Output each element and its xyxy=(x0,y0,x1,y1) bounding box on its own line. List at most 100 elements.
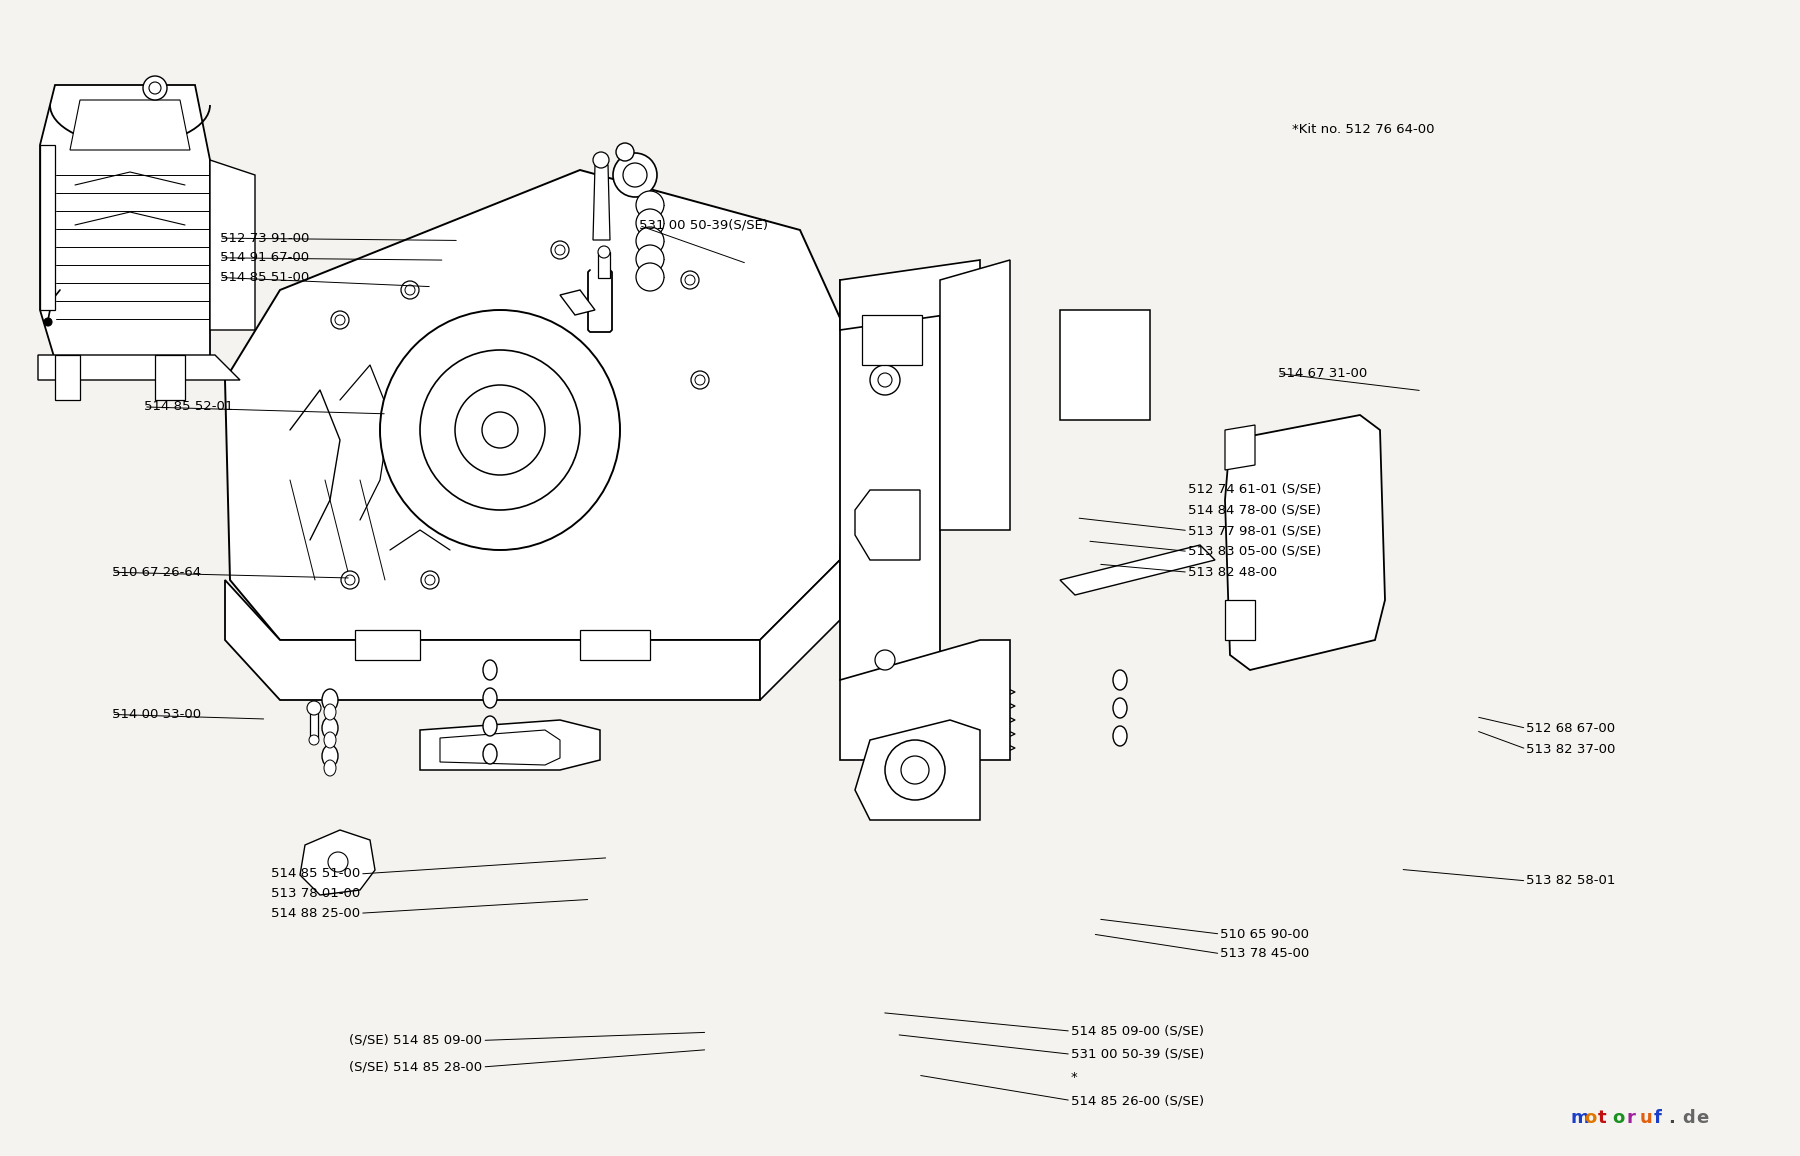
Text: u: u xyxy=(1640,1109,1652,1127)
Ellipse shape xyxy=(322,689,338,711)
Text: 513 82 37-00: 513 82 37-00 xyxy=(1526,742,1616,756)
Polygon shape xyxy=(598,252,610,277)
Text: f: f xyxy=(1654,1109,1661,1127)
Ellipse shape xyxy=(322,744,338,766)
Text: 514 88 25-00: 514 88 25-00 xyxy=(270,906,360,920)
Text: d: d xyxy=(1681,1109,1696,1127)
Polygon shape xyxy=(940,260,1010,529)
Circle shape xyxy=(455,385,545,475)
Polygon shape xyxy=(355,630,419,660)
Polygon shape xyxy=(855,490,920,560)
Polygon shape xyxy=(841,640,1010,759)
Text: 510 67 26-64: 510 67 26-64 xyxy=(112,565,202,579)
Circle shape xyxy=(335,314,346,325)
Circle shape xyxy=(308,701,320,716)
Polygon shape xyxy=(40,144,56,310)
Circle shape xyxy=(695,375,706,385)
Circle shape xyxy=(310,735,319,744)
Polygon shape xyxy=(841,260,979,329)
Polygon shape xyxy=(1060,544,1215,595)
Circle shape xyxy=(635,191,664,218)
Polygon shape xyxy=(1226,425,1255,470)
Polygon shape xyxy=(40,86,211,360)
Bar xyxy=(1060,310,1150,420)
Polygon shape xyxy=(155,355,185,400)
Circle shape xyxy=(686,275,695,286)
Polygon shape xyxy=(211,160,256,329)
Polygon shape xyxy=(592,165,610,240)
Circle shape xyxy=(680,271,698,289)
Text: 513 77 98-01 (S/SE): 513 77 98-01 (S/SE) xyxy=(1188,524,1321,538)
Text: o: o xyxy=(1584,1109,1597,1127)
Circle shape xyxy=(482,412,518,449)
Polygon shape xyxy=(310,710,319,738)
Text: 512 74 61-01 (S/SE): 512 74 61-01 (S/SE) xyxy=(1188,482,1321,496)
Text: 514 85 52-01: 514 85 52-01 xyxy=(144,400,234,414)
Ellipse shape xyxy=(324,759,337,776)
Circle shape xyxy=(869,365,900,395)
Text: 514 85 26-00 (S/SE): 514 85 26-00 (S/SE) xyxy=(1071,1094,1204,1107)
Text: t: t xyxy=(1598,1109,1607,1127)
Circle shape xyxy=(623,163,646,187)
Circle shape xyxy=(616,143,634,161)
Circle shape xyxy=(691,371,709,390)
Text: 513 78 01-00: 513 78 01-00 xyxy=(270,887,360,901)
Circle shape xyxy=(635,245,664,273)
Circle shape xyxy=(902,756,929,784)
Circle shape xyxy=(331,311,349,329)
Text: 531 00 50-39 (S/SE): 531 00 50-39 (S/SE) xyxy=(1071,1047,1204,1061)
Polygon shape xyxy=(580,630,650,660)
Polygon shape xyxy=(855,720,979,820)
Polygon shape xyxy=(419,720,599,770)
Circle shape xyxy=(886,740,945,800)
Circle shape xyxy=(405,286,416,295)
Ellipse shape xyxy=(324,704,337,720)
Circle shape xyxy=(878,373,893,387)
Text: 513 82 58-01: 513 82 58-01 xyxy=(1526,874,1616,888)
Text: 514 85 51-00: 514 85 51-00 xyxy=(270,867,360,881)
Ellipse shape xyxy=(324,732,337,748)
Polygon shape xyxy=(301,830,374,895)
Circle shape xyxy=(419,350,580,510)
Ellipse shape xyxy=(482,744,497,764)
Text: 514 85 09-00 (S/SE): 514 85 09-00 (S/SE) xyxy=(1071,1024,1204,1038)
Text: 531 00 50-39(S/SE): 531 00 50-39(S/SE) xyxy=(639,218,769,232)
Text: *Kit no. 512 76 64-00: *Kit no. 512 76 64-00 xyxy=(1292,123,1435,136)
Ellipse shape xyxy=(322,717,338,739)
Text: 514 00 53-00: 514 00 53-00 xyxy=(112,707,202,721)
Ellipse shape xyxy=(482,688,497,707)
Circle shape xyxy=(551,240,569,259)
Text: 512 73 91-00: 512 73 91-00 xyxy=(220,231,310,245)
Polygon shape xyxy=(760,560,841,701)
Text: .: . xyxy=(1669,1109,1674,1127)
Circle shape xyxy=(340,571,358,590)
Ellipse shape xyxy=(1112,698,1127,718)
Polygon shape xyxy=(841,280,940,680)
Text: 513 83 05-00 (S/SE): 513 83 05-00 (S/SE) xyxy=(1188,544,1321,558)
Circle shape xyxy=(43,318,52,326)
Circle shape xyxy=(421,571,439,590)
Circle shape xyxy=(635,227,664,255)
Ellipse shape xyxy=(482,716,497,736)
Polygon shape xyxy=(560,290,596,314)
Circle shape xyxy=(635,209,664,237)
Circle shape xyxy=(328,852,347,872)
Text: o: o xyxy=(1613,1109,1624,1127)
Text: r: r xyxy=(1625,1109,1634,1127)
Text: (S/SE) 514 85 28-00: (S/SE) 514 85 28-00 xyxy=(349,1060,482,1074)
Circle shape xyxy=(635,264,664,291)
Circle shape xyxy=(142,76,167,101)
Polygon shape xyxy=(439,729,560,765)
Polygon shape xyxy=(1226,600,1255,640)
Ellipse shape xyxy=(1112,670,1127,690)
Text: e: e xyxy=(1696,1109,1708,1127)
Polygon shape xyxy=(1226,415,1384,670)
Polygon shape xyxy=(70,101,191,150)
Text: *: * xyxy=(1071,1070,1078,1084)
Circle shape xyxy=(380,310,619,550)
Text: 514 67 31-00: 514 67 31-00 xyxy=(1278,366,1368,380)
Circle shape xyxy=(598,246,610,258)
Text: 514 84 78-00 (S/SE): 514 84 78-00 (S/SE) xyxy=(1188,503,1321,517)
Text: m: m xyxy=(1570,1109,1589,1127)
Bar xyxy=(862,314,922,365)
